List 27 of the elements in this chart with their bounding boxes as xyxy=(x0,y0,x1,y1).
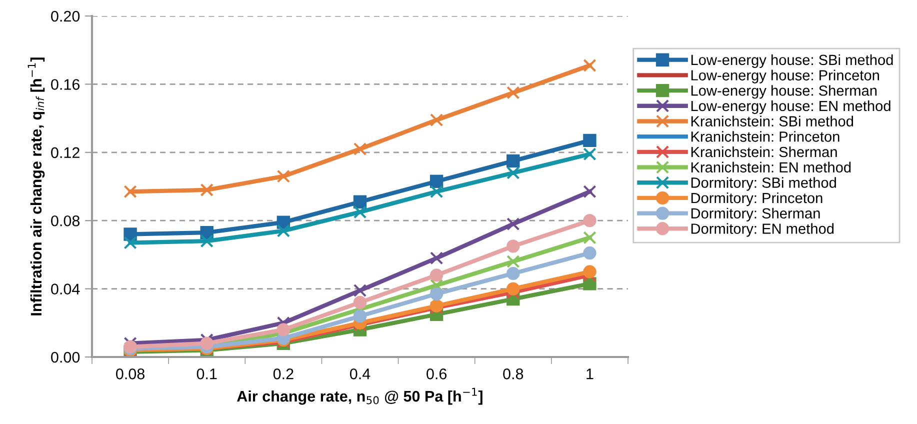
x-tick-label: 0.08 xyxy=(116,368,144,380)
y-tick-label: 0.08 xyxy=(51,215,80,226)
legend-label: Kranichstein: Sherman xyxy=(691,146,837,158)
legend-label: Low-energy house: SBi method xyxy=(691,54,893,68)
legend-label: Kranichstein: Princeton xyxy=(691,131,840,142)
legend-label: Dormitory: Sherman xyxy=(691,208,820,222)
x-tick-label: 1 xyxy=(586,368,594,380)
legend-label: Low-energy house: Sherman xyxy=(691,85,877,99)
legend-label: Dormitory: SBi method xyxy=(691,177,836,191)
y-tick-label: 0.16 xyxy=(51,79,80,90)
legend-label: Kranichstein: EN method xyxy=(691,162,851,173)
x-axis-title: Air change rate, n$_{50}$ @ 50 Pa [h$^{−1}$] xyxy=(237,388,482,405)
legend-label: Dormitory: Princeton xyxy=(691,192,822,206)
legend-label: Low-energy house: Princeton xyxy=(691,70,879,84)
x-tick-label: 0.4 xyxy=(350,368,370,380)
y-tick-label: 0.20 xyxy=(51,10,80,22)
x-tick-label: 0.2 xyxy=(273,368,294,380)
y-axis-title: Infiltration air change rate, q$_{inf}$ [h$^{−1}$] xyxy=(28,58,45,316)
x-tick-label: 0.1 xyxy=(196,368,217,380)
y-tick-label: 0.00 xyxy=(51,352,80,363)
x-tick-label: 0.6 xyxy=(426,368,447,380)
y-tick-label: 0.12 xyxy=(51,147,80,158)
y-tick-label: 0.04 xyxy=(51,284,80,294)
x-tick-label: 0.8 xyxy=(503,368,524,380)
legend-label: Low-energy house: EN method xyxy=(691,100,890,114)
legend-label: Dormitory: EN method xyxy=(691,223,834,237)
legend-label: Kranichstein: SBi method xyxy=(691,116,854,126)
